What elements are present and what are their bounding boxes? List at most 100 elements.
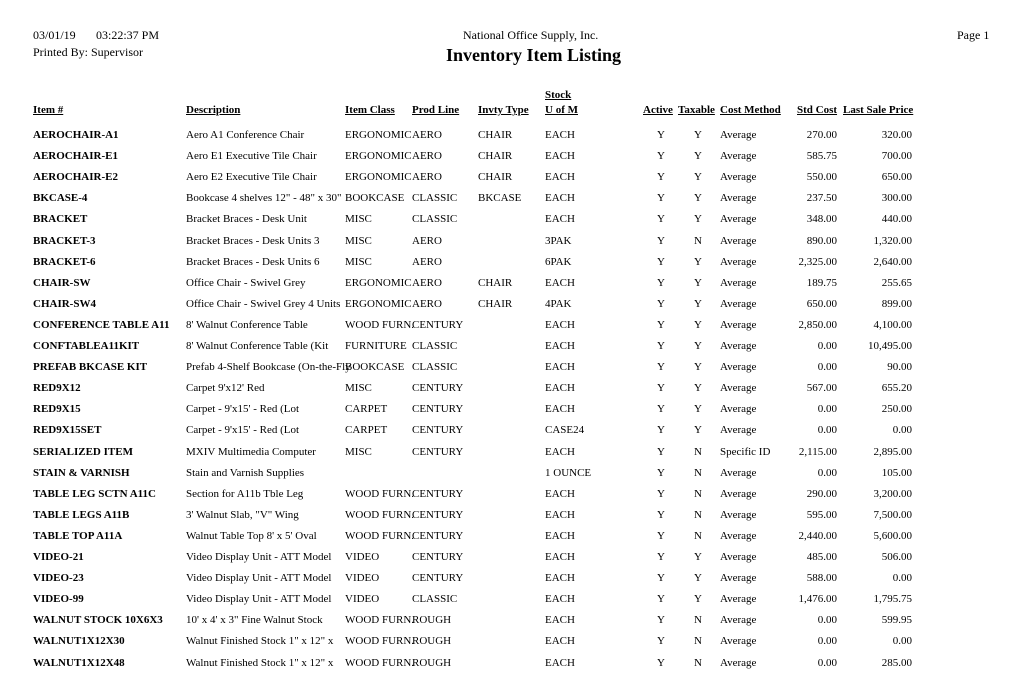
cell-uom: EACH xyxy=(545,171,575,184)
cell-invty-type: CHAIR xyxy=(478,297,513,310)
cell-taxable: N xyxy=(694,466,702,479)
cell-uom: EACH xyxy=(545,445,575,458)
cell-prod-line: CENTURY xyxy=(412,487,464,500)
cell-taxable: Y xyxy=(694,276,702,289)
cell-std-cost: 2,115.00 xyxy=(798,445,837,458)
cell-prod-line: CENTURY xyxy=(412,318,464,331)
cell-last-sale-price: 320.00 xyxy=(881,129,912,141)
cell-prod-line: CENTURY xyxy=(412,424,464,437)
cell-description: MXIV Multimedia Computer xyxy=(186,445,316,458)
cell-taxable: Y xyxy=(694,382,702,395)
table-row: BRACKET-3 Bracket Braces - Desk Units 3 MI… xyxy=(0,235,1025,256)
table-row: PREFAB BKCASE KIT Prefab 4-Shelf Bookcase… xyxy=(0,361,1025,382)
cell-std-cost: 585.75 xyxy=(806,150,837,163)
page-number: Page 1 xyxy=(957,28,990,42)
cell-item-class: VIDEO xyxy=(345,593,380,606)
cell-description: Prefab 4-Shelf Bookcase (On-the-Fly xyxy=(186,361,351,374)
cell-last-sale-price: 440.00 xyxy=(881,213,912,226)
cell-prod-line: CLASSIC xyxy=(412,340,458,352)
cell-active: Y xyxy=(657,466,665,479)
cell-description: Walnut Finished Stock 1" x 12" x xyxy=(186,656,334,669)
cell-taxable: Y xyxy=(694,572,702,585)
cell-prod-line: CLASSIC xyxy=(412,192,458,205)
cell-last-sale-price: 899.00 xyxy=(881,297,912,310)
cell-prod-line: ROUGH xyxy=(412,635,452,648)
table-row: CONFERENCE TABLE A11 8' Walnut Conference… xyxy=(0,319,1025,340)
table-row: CONFTABLEA11KIT 8' Walnut Conference Tabl… xyxy=(0,340,1025,361)
cell-uom: EACH xyxy=(545,551,575,563)
cell-taxable: N xyxy=(694,487,702,500)
table-row: AEROCHAIR-E1 Aero E1 Executive Tile Chair… xyxy=(0,150,1025,171)
cell-std-cost: 0.00 xyxy=(817,340,837,352)
cell-last-sale-price: 7,500.00 xyxy=(873,508,913,521)
cell-item-number: AEROCHAIR-E1 xyxy=(33,150,118,163)
cell-item-class: WOOD FURN. xyxy=(345,656,415,669)
cell-prod-line: AERO xyxy=(412,234,442,247)
cell-uom: EACH xyxy=(545,529,575,542)
cell-cost-method: Average xyxy=(720,255,757,268)
cell-std-cost: 890.00 xyxy=(806,234,837,247)
cell-item-class: WOOD FURN. xyxy=(345,635,415,648)
cell-taxable: Y xyxy=(694,255,702,268)
cell-std-cost: 0.00 xyxy=(817,614,837,627)
cell-description: Section for A11b Tble Leg xyxy=(186,487,304,500)
cell-item-number: TABLE LEG SCTN A11C xyxy=(33,487,156,500)
cell-active: Y xyxy=(657,297,665,310)
cell-item-number: VIDEO-21 xyxy=(33,551,84,563)
cell-uom: EACH xyxy=(545,403,575,416)
cell-description: Carpet - 9'x15' - Red (Lot xyxy=(186,403,300,416)
cell-taxable: Y xyxy=(694,593,702,606)
cell-active: Y xyxy=(657,276,665,289)
cell-prod-line: AERO xyxy=(412,255,442,268)
col-last-sale-price: Last Sale Price xyxy=(843,104,914,116)
cell-cost-method: Average xyxy=(720,297,757,310)
cell-uom: 4PAK xyxy=(545,297,572,310)
cell-item-class: WOOD FURN. xyxy=(345,508,415,521)
table-row: AEROCHAIR-A1 Aero A1 Conference Chair ERGO… xyxy=(0,129,1025,150)
cell-taxable: N xyxy=(694,614,702,627)
cell-last-sale-price: 250.00 xyxy=(881,403,912,416)
cell-cost-method: Average xyxy=(720,572,757,585)
company-name: National Office Supply, Inc. xyxy=(463,28,599,42)
cell-item-number: WALNUT1X12X30 xyxy=(33,635,125,648)
table-row: TABLE LEG SCTN A11C Section for A11b Tble… xyxy=(0,488,1025,509)
cell-uom: EACH xyxy=(545,361,575,374)
cell-taxable: Y xyxy=(694,192,702,205)
cell-description: Aero A1 Conference Chair xyxy=(186,129,305,141)
cell-std-cost: 0.00 xyxy=(817,466,837,479)
cell-description: Bookcase 4 shelves 12" - 48" x 30" xyxy=(186,192,342,205)
cell-item-number: BRACKET-6 xyxy=(33,255,96,268)
cell-active: Y xyxy=(657,361,665,374)
cell-prod-line: CENTURY xyxy=(412,403,464,416)
cell-std-cost: 2,440.00 xyxy=(798,529,838,542)
cell-last-sale-price: 2,895.00 xyxy=(873,445,913,458)
cell-std-cost: 0.00 xyxy=(817,403,837,416)
cell-uom: EACH xyxy=(545,487,575,500)
cell-invty-type: CHAIR xyxy=(478,171,513,184)
cell-description: Video Display Unit - ATT Model xyxy=(186,572,332,585)
cell-std-cost: 0.00 xyxy=(817,424,837,437)
cell-prod-line: AERO xyxy=(412,150,442,163)
table-row: CHAIR-SW4 Office Chair - Swivel Grey 4 Un… xyxy=(0,298,1025,319)
cell-last-sale-price: 0.00 xyxy=(892,572,912,585)
report-title: Inventory Item Listing xyxy=(446,45,621,65)
cell-active: Y xyxy=(657,572,665,585)
cell-item-number: RED9X12 xyxy=(33,382,81,395)
cell-active: Y xyxy=(657,150,665,163)
cell-active: Y xyxy=(657,403,665,416)
cell-description: 8' Walnut Conference Table xyxy=(186,318,308,331)
cell-cost-method: Average xyxy=(720,487,757,500)
cell-std-cost: 0.00 xyxy=(817,635,837,648)
cell-item-number: RED9X15SET xyxy=(33,424,102,437)
cell-invty-type: CHAIR xyxy=(478,129,513,141)
cell-taxable: N xyxy=(694,445,702,458)
cell-item-class: WOOD FURN. xyxy=(345,487,415,500)
cell-last-sale-price: 4,100.00 xyxy=(873,318,913,331)
cell-active: Y xyxy=(657,213,665,226)
cell-item-class: WOOD FURN. xyxy=(345,318,415,331)
printed-by: Printed By: Supervisor xyxy=(33,45,143,59)
cell-cost-method: Average xyxy=(720,361,757,374)
cell-taxable: Y xyxy=(694,318,702,331)
cell-item-number: PREFAB BKCASE KIT xyxy=(33,361,148,374)
cell-item-class: ERGONOMIC xyxy=(345,150,412,163)
